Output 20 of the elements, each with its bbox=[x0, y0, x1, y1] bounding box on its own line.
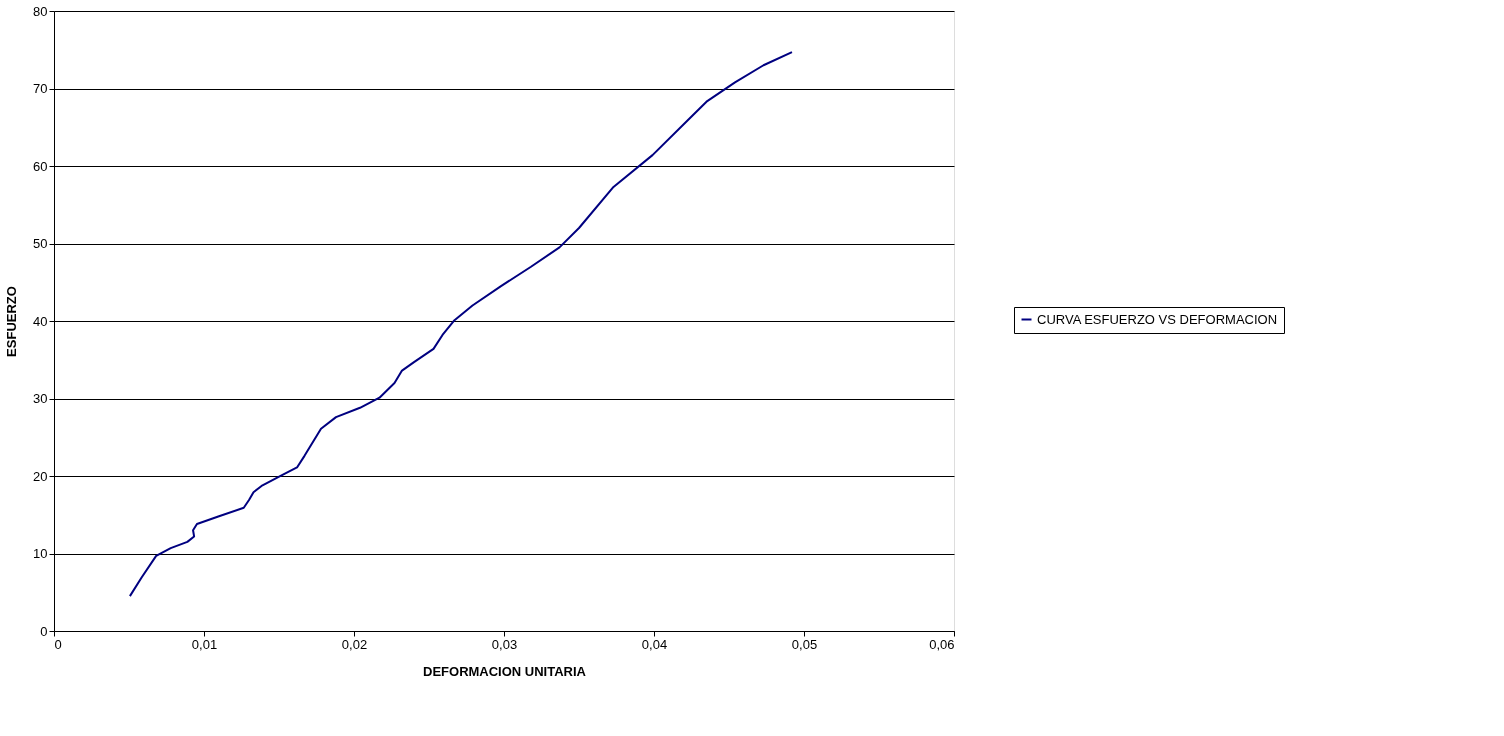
x-tick-label: 0,06 bbox=[929, 636, 955, 652]
x-axis-title: DEFORMACION UNITARIA bbox=[423, 663, 587, 679]
x-tick-label: 0,02 bbox=[341, 636, 368, 652]
x-tick-label: 0,05 bbox=[791, 636, 818, 652]
x-tick-label: 0,04 bbox=[641, 636, 668, 652]
y-tick-label: 80 bbox=[33, 3, 48, 19]
y-tick-label: 60 bbox=[33, 158, 48, 174]
x-tick-label: 0,03 bbox=[491, 636, 518, 652]
y-tick-label: 70 bbox=[33, 81, 48, 96]
y-axis-title: ESFUERZO bbox=[4, 286, 20, 357]
y-tick-label: 50 bbox=[33, 236, 48, 251]
y-tick-label: 10 bbox=[33, 546, 48, 561]
line-series bbox=[128, 51, 793, 598]
y-tick-label: 30 bbox=[33, 391, 48, 406]
y-tick-label: 0 bbox=[40, 623, 48, 639]
y-tick-label: 40 bbox=[33, 313, 48, 329]
x-tick-label: 0,01 bbox=[191, 636, 218, 652]
legend-label: CURVA ESFUERZO VS DEFORMACION bbox=[1037, 311, 1278, 327]
x-tick-label: 0 bbox=[54, 636, 62, 652]
y-tick-label: 20 bbox=[33, 468, 48, 484]
